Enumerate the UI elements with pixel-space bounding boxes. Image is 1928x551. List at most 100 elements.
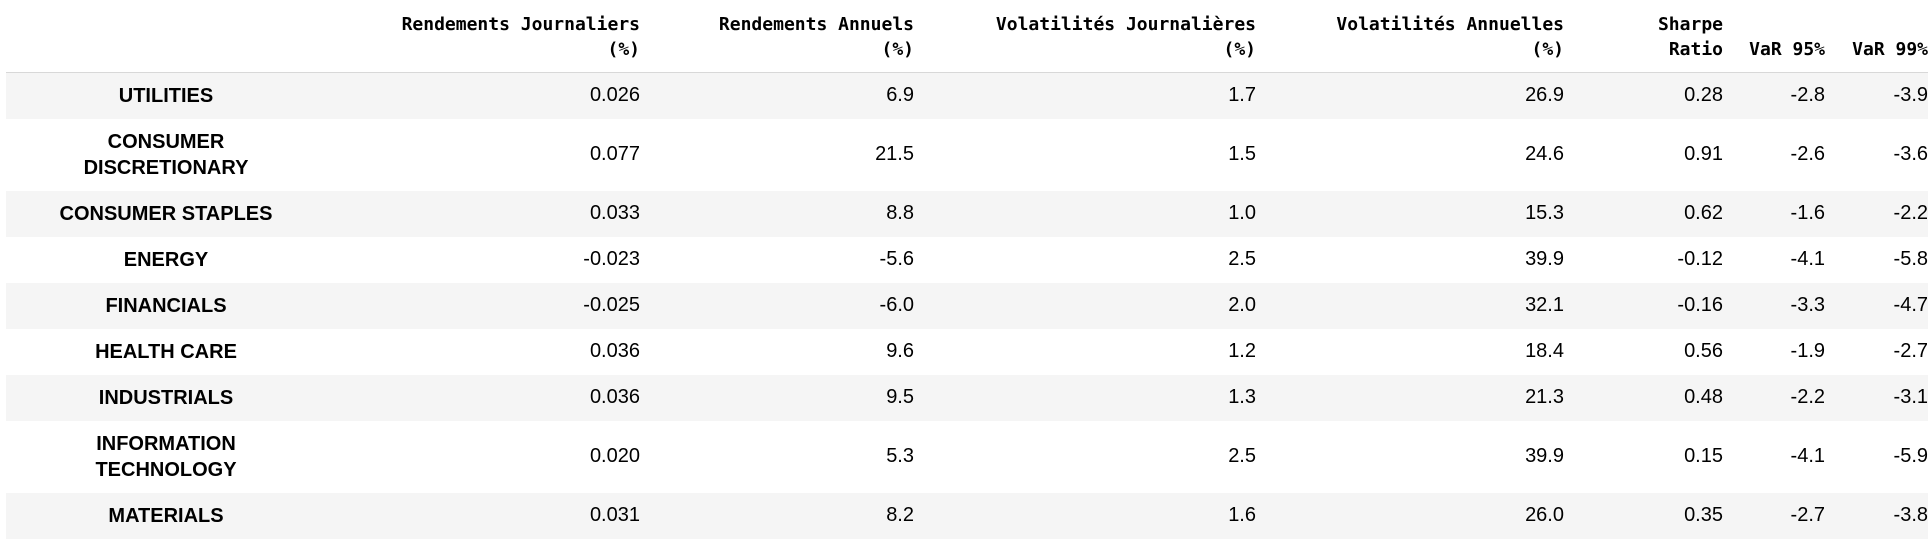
table-cell: 2.5 xyxy=(1228,248,1256,270)
row-label: CONSUMER DISCRETIONARY xyxy=(6,119,326,191)
row-label: FINANCIALS xyxy=(6,283,326,329)
row-label: INFORMATION TECHNOLOGY xyxy=(6,421,326,493)
table-cell: -2.2 xyxy=(1790,386,1825,408)
row-label: ENERGY xyxy=(6,237,326,283)
row-label-text: DISCRETIONARY xyxy=(83,156,249,179)
table-cell: 1.2 xyxy=(1228,340,1256,362)
table-cell: 8.2 xyxy=(886,504,914,526)
table-cell: 32.1 xyxy=(1525,294,1564,316)
table-cell: -5.9 xyxy=(1893,445,1928,467)
row-label-text: CONSUMER STAPLES xyxy=(59,202,273,225)
table-row: UTILITIES 0.026 6.9 1.7 26.9 0.28 -2.8 -3.9 xyxy=(6,72,1928,119)
table-cell: -0.12 xyxy=(1677,248,1723,270)
table-cell: 0.48 xyxy=(1684,386,1723,408)
table-cell: -6.0 xyxy=(879,294,914,316)
table-cell: 0.036 xyxy=(589,340,640,362)
table-cell: 24.6 xyxy=(1525,143,1564,165)
row-label: HEALTH CARE xyxy=(6,329,326,375)
table-cell: 0.031 xyxy=(589,504,640,526)
row-label-text: CONSUMER xyxy=(107,130,225,153)
table-cell: 0.28 xyxy=(1684,84,1723,107)
table-cell: 21.5 xyxy=(875,143,914,165)
table-cell: -5.8 xyxy=(1893,248,1928,270)
column-header-text: (%) xyxy=(881,39,914,60)
table-row: INDUSTRIALS 0.036 9.5 1.3 21.3 0.48 -2.2 -3.1 xyxy=(6,374,1928,421)
table-cell: -1.6 xyxy=(1790,202,1825,224)
header-row: Rendements Journaliers (%) Rendements Annu… xyxy=(6,0,1928,73)
table-cell: -0.025 xyxy=(583,294,640,316)
table-cell: 1.0 xyxy=(1228,202,1256,224)
row-label-text: ENERGY xyxy=(123,248,209,271)
table-cell: 5.3 xyxy=(886,445,914,467)
table-cell: 26.0 xyxy=(1525,504,1564,526)
table-cell: 9.5 xyxy=(886,386,914,408)
table-cell: 1.5 xyxy=(1228,143,1256,165)
row-label-text: UTILITIES xyxy=(118,84,214,107)
table-body: UTILITIES 0.026 6.9 1.7 26.9 0.28 -2.8 -3.9 CONS… xyxy=(6,72,1928,539)
table-row: MATERIALS 0.031 8.2 1.6 26.0 0.35 -2.7 -3.8 xyxy=(6,492,1928,539)
row-label: UTILITIES xyxy=(6,73,326,119)
column-header-text: Rendements Annuels xyxy=(718,14,914,35)
column-header: Volatilités Annuelles (%) xyxy=(1262,0,1570,73)
table-cell: -3.9 xyxy=(1893,84,1928,107)
table-cell: 0.020 xyxy=(589,445,640,467)
column-header-text: Volatilités Journalières xyxy=(995,14,1256,35)
table-cell: -4.1 xyxy=(1790,248,1825,270)
row-label-text: INFORMATION xyxy=(96,432,236,455)
table-cell: -1.9 xyxy=(1790,340,1825,362)
table-cell: -0.16 xyxy=(1677,294,1723,316)
column-header-text: VaR 99% xyxy=(1852,39,1928,60)
column-header: Sharpe Ratio xyxy=(1570,0,1729,73)
table-cell: 0.033 xyxy=(589,202,640,224)
row-label: CONSUMER STAPLES xyxy=(6,191,326,237)
table-cell: -2.2 xyxy=(1893,202,1928,224)
risk-metrics-table: Rendements Journaliers (%) Rendements Annu… xyxy=(6,0,1928,539)
table-cell: -2.7 xyxy=(1790,504,1825,526)
table-cell: -5.6 xyxy=(879,248,914,270)
table-cell: -0.023 xyxy=(583,248,640,270)
column-header-text: (%) xyxy=(1223,39,1256,60)
table-cell: -2.7 xyxy=(1893,340,1928,362)
table-cell: 0.62 xyxy=(1684,202,1723,224)
table-row: INFORMATION TECHNOLOGY 0.020 5.3 2.5 39.9 0.15… xyxy=(6,420,1928,493)
table-cell: 0.15 xyxy=(1684,445,1723,467)
table-cell: -3.3 xyxy=(1790,294,1825,316)
table-cell: 0.077 xyxy=(589,143,640,165)
table-cell: 1.6 xyxy=(1228,504,1256,526)
table-cell: 8.8 xyxy=(886,202,914,224)
table-cell: -3.1 xyxy=(1893,386,1928,408)
table-header: Rendements Journaliers (%) Rendements Annu… xyxy=(6,0,1928,73)
table-row: HEALTH CARE 0.036 9.6 1.2 18.4 0.56 -1.9 -2.7 xyxy=(6,328,1928,375)
column-header: VaR 99% xyxy=(1831,0,1928,73)
table-cell: 39.9 xyxy=(1525,248,1564,270)
column-header: Rendements Journaliers (%) xyxy=(326,0,646,73)
column-header-text: (%) xyxy=(1531,39,1564,60)
table-cell: 1.7 xyxy=(1228,84,1256,107)
table-cell: -3.8 xyxy=(1893,504,1928,526)
table-cell: 1.3 xyxy=(1228,386,1256,408)
table-row: CONSUMER DISCRETIONARY 0.077 21.5 1.5 24.6 0.9… xyxy=(6,118,1928,191)
table-cell: 0.35 xyxy=(1684,504,1723,526)
index-header xyxy=(6,0,326,73)
column-header-text: Ratio xyxy=(1668,39,1723,60)
row-label-text: HEALTH CARE xyxy=(95,340,237,363)
table-cell: 0.56 xyxy=(1684,340,1723,362)
table-row: CONSUMER STAPLES 0.033 8.8 1.0 15.3 0.62 -1.6 -… xyxy=(6,190,1928,237)
table-cell: 2.5 xyxy=(1228,445,1256,467)
table-cell: -4.1 xyxy=(1790,445,1825,467)
row-label: MATERIALS xyxy=(6,493,326,539)
table-cell: 15.3 xyxy=(1525,202,1564,224)
column-header-text: Rendements Journaliers xyxy=(401,14,640,35)
column-header-text: VaR 95% xyxy=(1749,39,1825,60)
column-header-text: (%) xyxy=(607,39,640,60)
row-label-text: MATERIALS xyxy=(108,504,224,527)
table-cell: 2.0 xyxy=(1228,294,1256,316)
column-header-text: Sharpe xyxy=(1657,14,1723,35)
column-header: VaR 95% xyxy=(1729,0,1831,73)
column-header: Volatilités Journalières (%) xyxy=(920,0,1262,73)
row-label-text: INDUSTRIALS xyxy=(98,386,234,409)
row-label: INDUSTRIALS xyxy=(6,375,326,421)
table-cell: 6.9 xyxy=(886,84,914,107)
table-cell: 21.3 xyxy=(1525,386,1564,408)
